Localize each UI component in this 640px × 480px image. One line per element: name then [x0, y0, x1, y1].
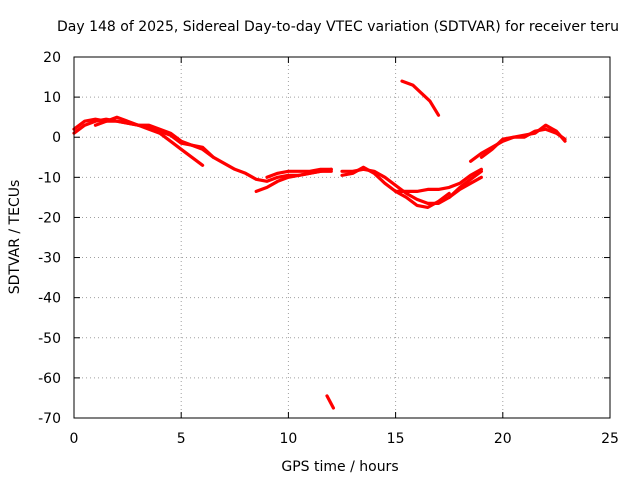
y-tick-label: -60: [38, 371, 61, 387]
series-track-10: [447, 169, 483, 199]
y-tick-label: -30: [38, 251, 61, 267]
series-track-13: [479, 123, 567, 159]
series-track-5: [265, 167, 333, 179]
y-tick-label: -50: [38, 331, 61, 347]
y-tick-label: 10: [43, 90, 61, 106]
x-tick-labels: 0 5 10 15 20 25: [70, 431, 619, 447]
y-tick-label: -10: [38, 170, 61, 186]
x-tick-label: 10: [279, 431, 297, 447]
y-tick-label: -20: [38, 210, 61, 226]
series-track-6: [325, 394, 335, 410]
y-tick-label: -40: [38, 291, 61, 307]
series-track-11: [400, 79, 441, 117]
data-series: [72, 79, 567, 410]
grid-lines: [74, 57, 610, 418]
y-tick-labels: -70 -60 -50 -40 -30 -20 -10 0 10 20: [38, 50, 61, 427]
y-tick-label: 0: [52, 130, 61, 146]
y-tick-label: 20: [43, 50, 61, 66]
x-tick-label: 20: [494, 431, 512, 447]
x-axis-label: GPS time / hours: [281, 459, 398, 475]
plot-frame: [73, 56, 611, 419]
tick-marks: [73, 56, 611, 419]
y-axis-label: SDTVAR / TECUs: [7, 180, 23, 295]
series-track-9: [394, 167, 483, 193]
x-tick-label: 15: [387, 431, 405, 447]
series-track-3: [93, 115, 215, 159]
series-track-2: [72, 117, 333, 183]
series-track-4: [254, 169, 333, 193]
x-tick-label: 0: [70, 431, 79, 447]
chart-title: Day 148 of 2025, Sidereal Day-to-day VTE…: [57, 19, 619, 35]
y-tick-label: -70: [38, 411, 61, 427]
x-tick-label: 25: [601, 431, 619, 447]
x-tick-label: 5: [177, 431, 186, 447]
